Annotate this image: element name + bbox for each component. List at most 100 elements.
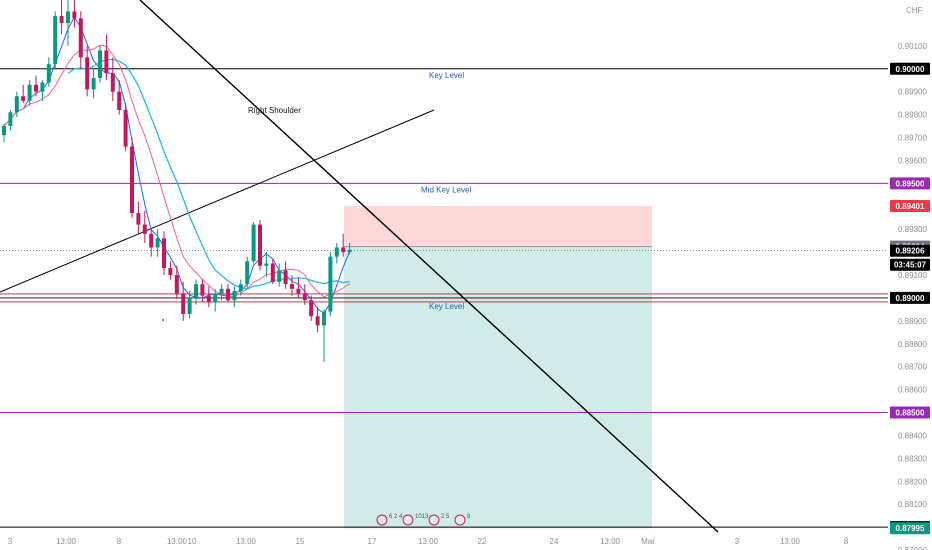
candle-body	[187, 297, 192, 314]
price-tag-box	[890, 258, 930, 271]
price-tick-label: 0.88900	[898, 317, 927, 326]
descending-trendline	[139, 0, 719, 533]
candle-body	[2, 126, 6, 136]
event-flag[interactable]: 8	[454, 514, 471, 526]
candle-body	[264, 263, 269, 266]
candle-body	[123, 110, 128, 147]
candle-body	[104, 50, 109, 74]
time-tick-label: Mar	[641, 537, 655, 546]
price-tag-text: 0.89000	[896, 294, 925, 303]
price-tick-label: 0.89700	[898, 134, 927, 143]
price-tick-label: 0.89100	[898, 271, 927, 280]
slow-moving-average	[3, 44, 350, 298]
time-tick-label: 24	[550, 537, 559, 546]
candle-body	[232, 291, 237, 301]
price-tick-label: 0.88600	[898, 386, 927, 395]
price-tick-label: 0.90100	[898, 42, 927, 51]
candle-body	[168, 268, 173, 275]
candle-body	[258, 224, 262, 266]
neckline-trendline	[0, 109, 435, 293]
time-tick-label: 13:00	[236, 537, 257, 546]
price-tick-label: 0.89600	[898, 156, 927, 165]
candle-body	[136, 213, 141, 225]
candle-body	[277, 270, 282, 282]
candle-body	[149, 233, 154, 248]
candle-body	[309, 300, 314, 317]
candle-body	[238, 284, 243, 292]
price-tick-label: 0.87900	[898, 546, 927, 550]
time-tick-label: 15	[296, 537, 305, 546]
candle-body	[110, 73, 115, 92]
long-moving-average	[67, 58, 350, 290]
candle-body	[334, 247, 339, 257]
small-dot-marker	[162, 319, 164, 321]
time-tick-label: 22	[478, 537, 487, 546]
price-tag-box	[890, 200, 930, 213]
candle-body	[21, 96, 26, 101]
level-label: Mid Key Level	[421, 185, 471, 194]
level-label: Key Level	[429, 302, 464, 311]
candle-body	[40, 82, 45, 92]
economic-event-flags[interactable]: 6 2 4 1013 2 5 8	[376, 514, 471, 526]
candle-body	[8, 112, 13, 127]
currency-label: CHF	[906, 6, 923, 15]
price-tick-label: 0.88300	[898, 454, 927, 463]
price-tag-box	[890, 62, 930, 75]
flag-count: 1013	[415, 514, 429, 520]
candle-body	[315, 316, 320, 326]
price-tag-text: 0.88500	[896, 409, 925, 418]
price-tag-box	[890, 406, 930, 419]
time-tick-label: 17	[368, 537, 377, 546]
price-tag-text: 0.89500	[896, 179, 925, 188]
trendlines	[0, 0, 719, 533]
price-tag-box	[890, 244, 930, 257]
time-tick-label: 13:00	[600, 537, 621, 546]
event-flag[interactable]: 6 2 4	[376, 514, 403, 526]
candle-body	[283, 270, 288, 285]
price-tick-label: 0.88400	[898, 431, 927, 440]
price-tick-label: 0.89800	[898, 111, 927, 120]
candle-body	[174, 275, 179, 294]
candle-body	[72, 11, 77, 19]
price-tick-label: 0.88100	[898, 500, 927, 509]
candle-body	[59, 16, 64, 23]
candle-body	[46, 64, 51, 83]
right-shoulder-label: Right Shoulder	[248, 106, 301, 115]
price-tick-label: 0.88700	[898, 363, 927, 372]
candle-body	[130, 146, 134, 214]
price-tag-text: 0.89206	[896, 247, 925, 256]
annotations: Right Shoulder	[162, 106, 301, 321]
event-flag[interactable]: 1013	[402, 514, 429, 526]
horizontal-levels: Key Level Mid Key Level Key Level	[0, 68, 888, 528]
candle-body	[98, 50, 102, 78]
time-axis: 3 13:00 8 13:00 10 13:00 15 17 13:00 22 24 13:00 Mar…	[8, 537, 849, 546]
price-tick-label: 0.88200	[898, 477, 927, 486]
candle-body	[213, 293, 218, 303]
trade-position-zones	[344, 206, 652, 529]
price-tick-label: 0.89300	[898, 225, 927, 234]
candle-body	[226, 288, 230, 301]
price-tick-label: 0.89900	[898, 88, 927, 97]
candle-body	[328, 256, 333, 312]
stop-loss-zone	[344, 206, 652, 247]
time-tick-label: 8	[844, 537, 849, 546]
candle-body	[251, 224, 256, 262]
take-profit-zone	[344, 246, 652, 529]
level-label: Key Level	[429, 71, 464, 80]
price-tag-text: 0.87995	[896, 524, 925, 533]
candle-body	[91, 77, 96, 90]
time-tick-label: 13:00	[167, 537, 188, 546]
time-tick-label: 10	[188, 537, 197, 546]
candle-body	[270, 263, 275, 282]
candlesticks	[2, 0, 352, 363]
candle-body	[181, 293, 186, 314]
candle-body	[14, 96, 19, 113]
time-tick-label: 13:00	[780, 537, 801, 546]
flag-count: 8	[467, 514, 471, 520]
event-flag[interactable]: 2 5	[428, 514, 450, 526]
candle-body	[200, 284, 205, 296]
flag-icon	[428, 514, 440, 526]
candle-body	[194, 284, 198, 298]
time-tick-label: 13:00	[56, 537, 77, 546]
